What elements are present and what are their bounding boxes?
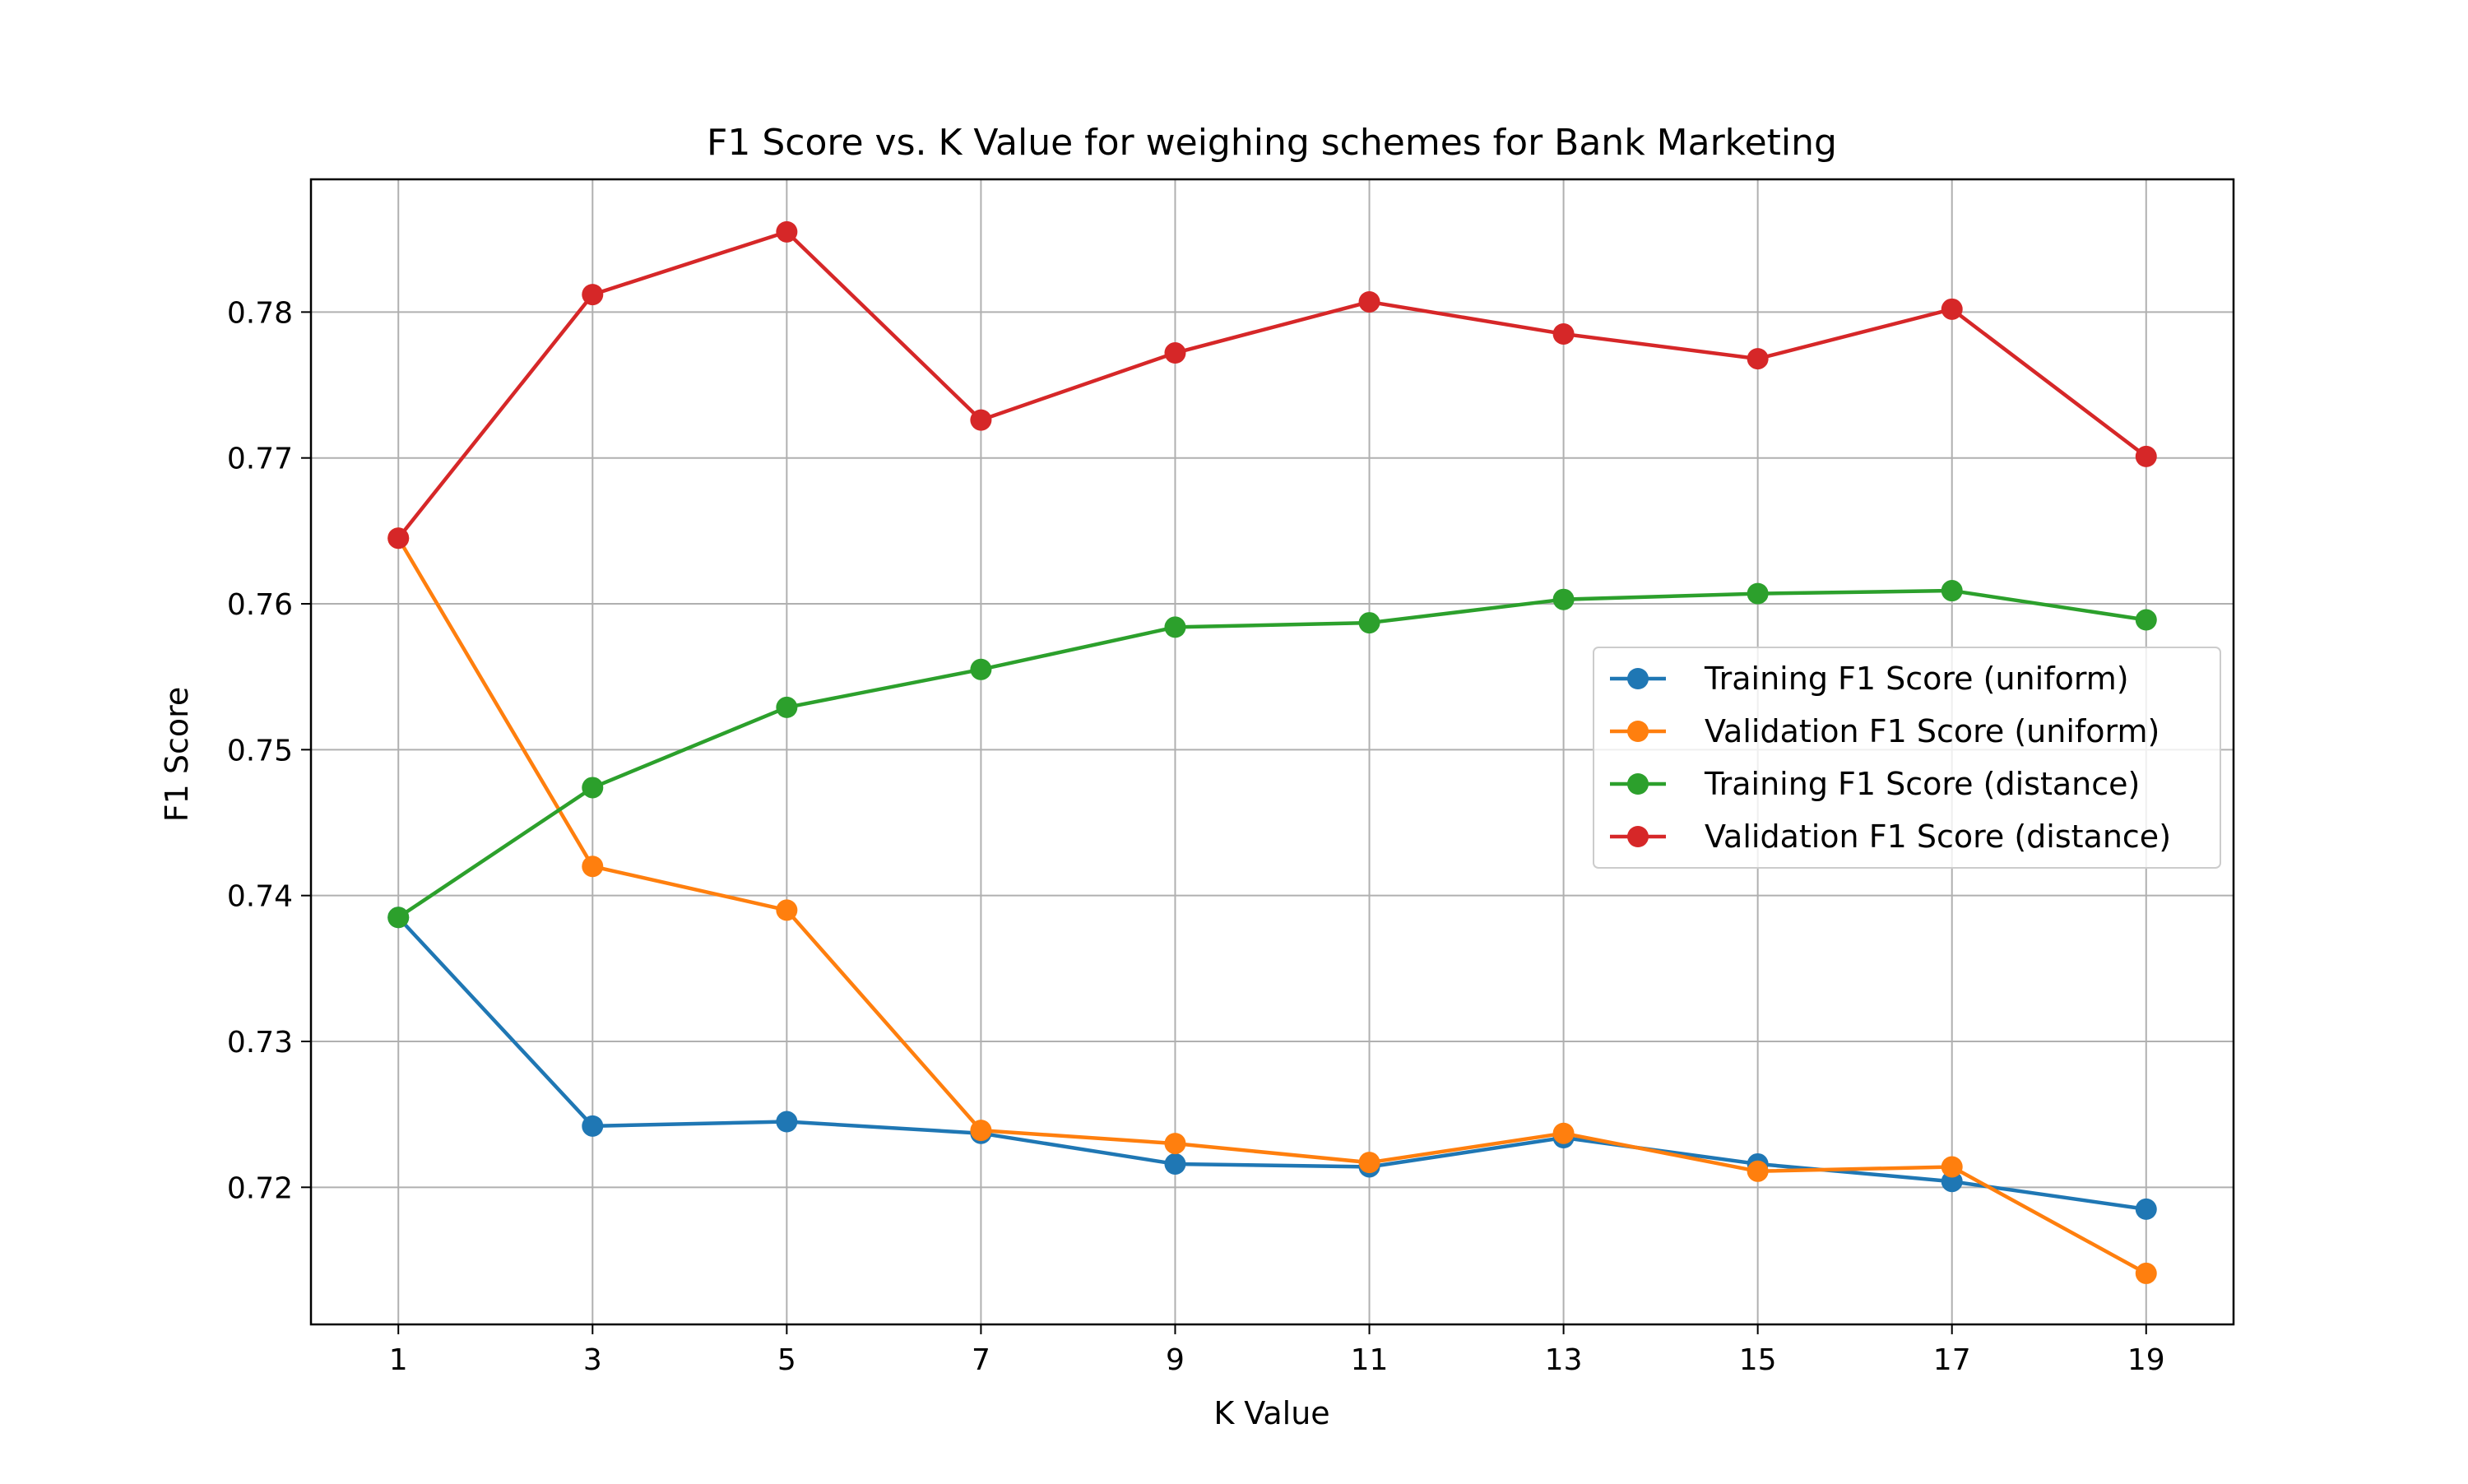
data-point	[1164, 1133, 1186, 1155]
x-tick-label: 15	[1739, 1343, 1777, 1377]
legend-label: Training F1 Score (distance)	[1704, 766, 2140, 802]
x-axis-ticks: 1 3 5 7 9 11 13 15 17 19	[389, 1324, 2165, 1377]
y-tick-label: 0.77	[227, 443, 293, 476]
series-line	[396, 230, 2149, 541]
x-axis-label: K Value	[1213, 1395, 1329, 1431]
chart-title: F1 Score vs. K Value for weighing scheme…	[707, 122, 1837, 164]
legend-marker	[1627, 826, 1649, 847]
data-point	[2135, 1262, 2157, 1284]
data-point	[970, 1120, 992, 1142]
data-point	[1941, 298, 1963, 320]
x-tick-label: 5	[777, 1343, 796, 1377]
data-point	[1358, 290, 1380, 313]
y-tick-label: 0.78	[227, 296, 293, 330]
series-4	[387, 220, 2157, 550]
y-tick-label: 0.72	[227, 1171, 293, 1205]
legend-marker	[1627, 668, 1649, 689]
legend-label: Validation F1 Score (uniform)	[1705, 713, 2160, 749]
x-tick-label: 17	[1933, 1343, 1971, 1377]
data-point	[582, 856, 604, 878]
x-tick-label: 1	[389, 1343, 408, 1377]
legend-marker	[1627, 773, 1649, 795]
data-point	[1941, 580, 1963, 602]
x-tick-label: 13	[1545, 1343, 1583, 1377]
x-tick-label: 11	[1351, 1343, 1389, 1377]
y-axis-ticks: 0.72 0.73 0.74 0.75 0.76 0.77 0.78	[227, 296, 311, 1205]
data-point	[1941, 1156, 1963, 1178]
x-tick-label: 19	[2127, 1343, 2165, 1377]
legend-item: Training F1 Score (distance)	[1610, 766, 2140, 802]
data-point	[582, 284, 604, 306]
data-point	[582, 777, 604, 799]
data-point	[387, 907, 410, 929]
data-point	[1747, 1160, 1769, 1182]
series-line	[396, 915, 2149, 1212]
data-point	[2135, 609, 2157, 631]
y-axis-label: F1 Score	[159, 687, 195, 823]
x-tick-label: 9	[1166, 1343, 1185, 1377]
data-point	[776, 899, 798, 921]
legend-label: Validation F1 Score (distance)	[1705, 819, 2171, 855]
y-tick-label: 0.76	[227, 588, 293, 622]
data-point	[1164, 1152, 1186, 1175]
y-tick-label: 0.74	[227, 880, 293, 914]
data-point	[1164, 616, 1186, 638]
series-3	[387, 580, 2157, 929]
data-point	[1552, 322, 1575, 345]
data-point	[1747, 582, 1769, 605]
data-point	[776, 696, 798, 718]
data-point	[387, 527, 410, 550]
data-point	[2135, 445, 2157, 467]
data-point	[1358, 612, 1380, 634]
legend-label: Training F1 Score (uniform)	[1704, 661, 2129, 697]
x-tick-label: 3	[583, 1343, 602, 1377]
plot-area-frame	[309, 178, 2235, 1326]
legend-item: Training F1 Score (uniform)	[1610, 661, 2129, 697]
y-tick-label: 0.75	[227, 734, 293, 768]
data-point	[776, 1111, 798, 1133]
data-point	[970, 409, 992, 431]
y-tick-label: 0.73	[227, 1026, 293, 1060]
data-point	[1358, 1152, 1380, 1174]
data-point	[970, 658, 992, 680]
data-point	[582, 1115, 604, 1137]
x-tick-label: 7	[972, 1343, 990, 1377]
legend-marker	[1627, 721, 1649, 742]
legend-box	[1593, 647, 2221, 869]
data-point	[1552, 1122, 1575, 1144]
series-line	[396, 588, 2149, 921]
legend-item: Validation F1 Score (uniform)	[1610, 713, 2160, 749]
data-point	[1747, 348, 1769, 370]
data-point	[1164, 342, 1186, 364]
series-layer	[387, 220, 2157, 1284]
series-line	[396, 536, 2149, 1276]
data-point	[2135, 1198, 2157, 1220]
data-point	[776, 220, 798, 243]
data-point	[1552, 588, 1575, 610]
legend-item: Validation F1 Score (distance)	[1610, 819, 2171, 855]
legend: Training F1 Score (uniform) Validation F1…	[1593, 647, 2221, 869]
